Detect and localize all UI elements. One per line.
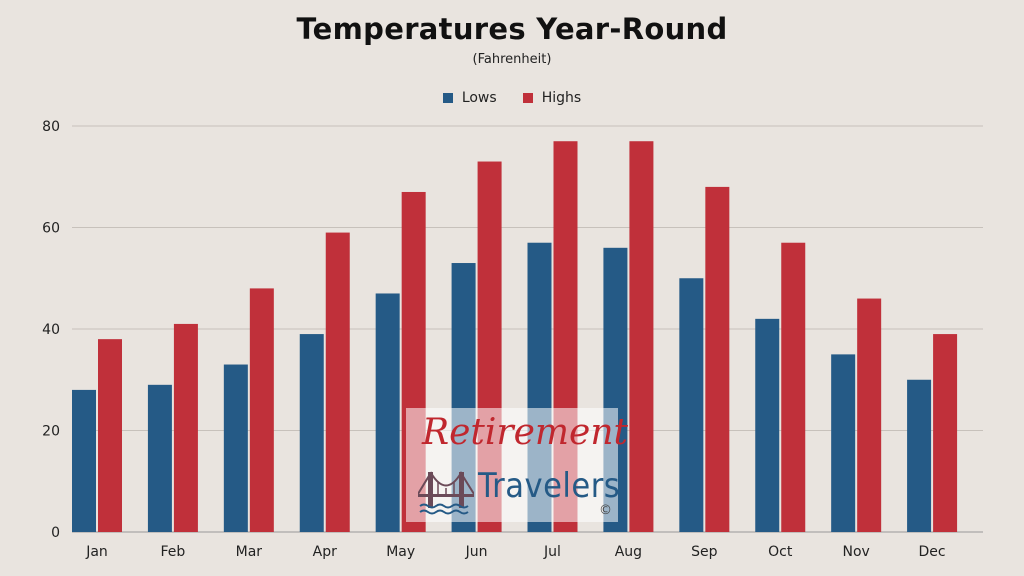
bar-highs-oct [781,242,806,532]
bridge-icon [418,471,474,515]
bar-highs-apr [325,232,350,532]
bar-lows-nov [831,354,856,532]
bar-lows-apr [299,334,324,532]
bar-highs-dec [933,334,958,532]
x-axis-ticks: Jan Feb Mar Apr May Jun Jul Aug Sep Oct Nov Dec [85,544,945,560]
legend-item-lows: Lows [442,90,497,106]
bar-highs-feb [173,323,198,532]
legend-swatch-lows [442,93,453,103]
x-tick-label: Sep [691,544,718,560]
bar-lows-mar [223,364,248,532]
bar-lows-sep [679,278,704,532]
x-tick-label: Mar [236,544,263,560]
bar-highs-nov [857,298,882,532]
y-tick-label: 20 [42,424,60,440]
bar-lows-oct [755,318,780,532]
chart-legend: Lows Highs [0,90,1024,106]
bar-highs-sep [705,186,730,532]
legend-item-highs: Highs [522,90,582,106]
y-tick-label: 80 [42,119,60,135]
legend-swatch-highs [522,93,533,103]
y-tick-label: 60 [42,221,60,237]
legend-label-highs: Highs [541,90,582,106]
chart-title: Temperatures Year-Round [296,12,728,46]
x-tick-label: Dec [919,544,946,560]
x-tick-label: Feb [161,544,186,560]
x-tick-label: Jun [465,544,488,560]
bar-lows-dec [907,379,932,532]
x-tick-label: Apr [313,544,337,560]
x-tick-label: Nov [843,544,870,560]
x-tick-label: May [386,544,415,560]
y-tick-label: 40 [42,322,60,338]
y-tick-label: 0 [51,525,60,541]
legend-label-lows: Lows [461,90,497,106]
watermark-logo: Retirement Travelers © [406,408,628,522]
bar-lows-feb [147,384,172,532]
x-tick-label: Jan [85,544,108,560]
bar-highs-jan [98,339,122,532]
copyright-symbol: © [599,503,612,518]
x-tick-label: Jul [543,544,561,560]
watermark-travelers-text: Travelers [478,466,621,506]
bar-lows-jan [72,389,96,532]
bar-lows-may [375,293,400,532]
x-tick-label: Oct [768,544,793,560]
bar-highs-aug [629,141,654,532]
watermark-retirement-text: Retirement [422,412,628,453]
y-axis-ticks: 0 20 40 60 80 [42,119,60,541]
bar-highs-mar [249,288,274,532]
chart-subtitle: (Fahrenheit) [472,52,552,67]
x-tick-label: Aug [615,544,642,560]
